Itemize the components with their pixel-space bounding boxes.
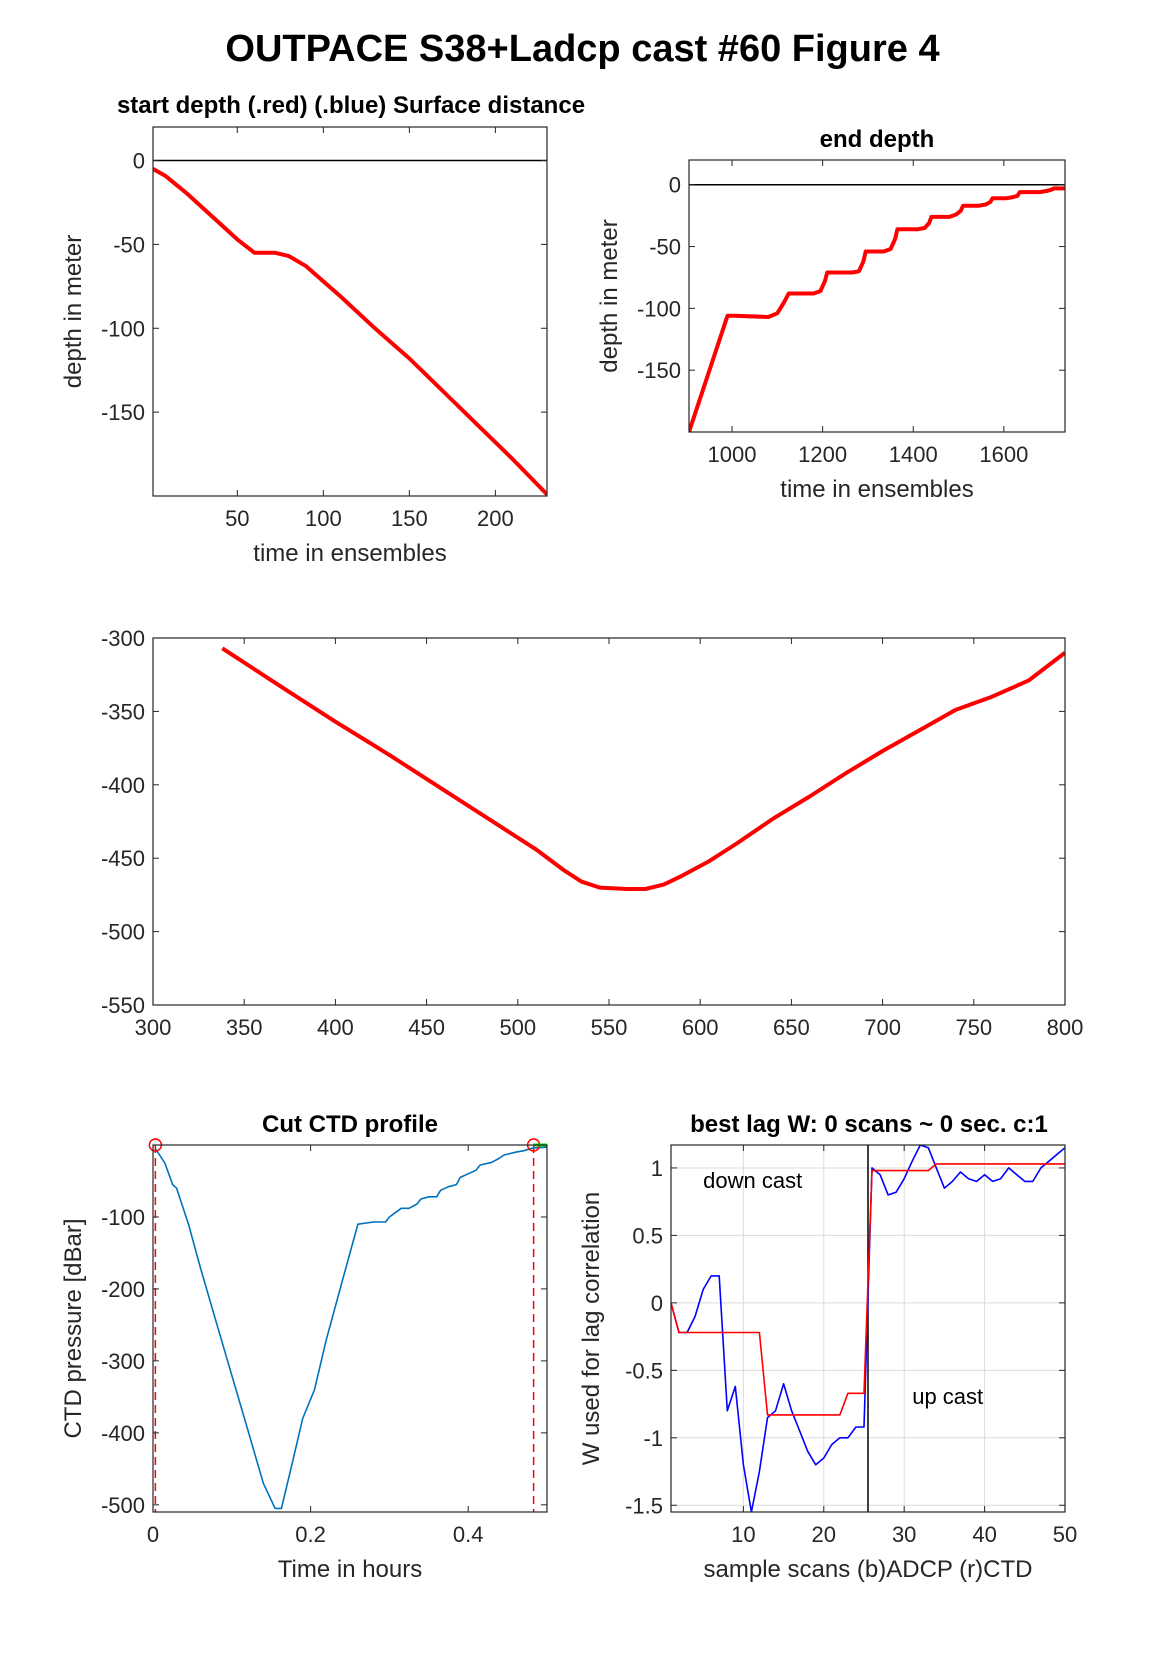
series-line-0 [154, 1146, 547, 1510]
x-tick-label: 1600 [979, 442, 1028, 467]
series-line-0 [153, 167, 547, 496]
chart-title: end depth [820, 126, 935, 153]
x-tick-label: 700 [864, 1015, 901, 1040]
x-tick-label: 650 [773, 1015, 810, 1040]
x-tick-label: 500 [499, 1015, 536, 1040]
chart-end: 1000 1200 1400 1600 0 -50 -100 -150 end depth tim… [596, 126, 1066, 503]
y-tick-label: -300 [101, 626, 145, 651]
axes-box [670, 1144, 1066, 1513]
y-tick-label: -350 [101, 699, 145, 724]
x-tick-label: 100 [305, 506, 342, 531]
chart-lag: 10 20 30 40 50 1 0.5 0 -0.5 -1 -1.5 best lag W: 0 s… [578, 1111, 1077, 1583]
y-axis-label: depth in meter [596, 219, 623, 372]
series-line-0 [689, 186, 1065, 432]
y-tick-label: -400 [101, 773, 145, 798]
x-tick-label: 800 [1047, 1015, 1084, 1040]
x-tick-label: 0.4 [453, 1522, 484, 1547]
y-axis-label: depth in meter [60, 235, 87, 388]
x-tick-label: 30 [892, 1522, 916, 1547]
y-tick-label: -0.5 [625, 1358, 663, 1383]
y-tick-label: -300 [101, 1349, 145, 1374]
y-tick-label: -50 [649, 235, 681, 260]
x-tick-label: 50 [1053, 1522, 1077, 1547]
x-tick-label: 1000 [708, 442, 757, 467]
x-tick-label: 300 [135, 1015, 172, 1040]
chart-title: start depth (.red) (.blue) Surface dista… [117, 92, 585, 119]
y-tick-label: -50 [113, 232, 145, 257]
y-tick-label: 0.5 [632, 1223, 663, 1248]
y-tick-label: -100 [101, 316, 145, 341]
chart-start: 50 100 150 200 0 -50 -100 -150 start depth (.red… [60, 92, 585, 567]
y-tick-label: 1 [651, 1156, 663, 1181]
figure-title: OUTPACE S38+Ladcp cast #60 Figure 4 [225, 28, 940, 70]
y-axis-label: CTD pressure [dBar] [60, 1218, 87, 1438]
x-axis-label: time in ensembles [780, 476, 973, 503]
y-tick-label: -400 [101, 1421, 145, 1446]
y-tick-label: -150 [637, 358, 681, 383]
x-tick-label: 600 [682, 1015, 719, 1040]
x-tick-label: 20 [812, 1522, 836, 1547]
y-axis-label: W used for lag correlation [578, 1192, 605, 1465]
x-tick-label: 0 [147, 1522, 159, 1547]
y-tick-label: -200 [101, 1277, 145, 1302]
y-tick-label: -450 [101, 846, 145, 871]
y-tick-label: -100 [637, 296, 681, 321]
x-tick-label: 40 [972, 1522, 996, 1547]
x-tick-label: 1200 [798, 442, 847, 467]
annotation-label: down cast [703, 1168, 802, 1193]
x-tick-label: 150 [391, 506, 428, 531]
x-tick-label: 350 [226, 1015, 263, 1040]
x-tick-label: 10 [731, 1522, 755, 1547]
x-tick-label: 450 [408, 1015, 445, 1040]
x-tick-label: 400 [317, 1015, 354, 1040]
x-tick-label: 50 [225, 506, 249, 531]
chart-title: Cut CTD profile [262, 1111, 438, 1138]
y-tick-label: -550 [101, 993, 145, 1018]
chart-title: best lag W: 0 scans ~ 0 sec. c:1 [690, 1111, 1048, 1138]
y-tick-label: 0 [669, 173, 681, 198]
x-tick-label: 0.2 [295, 1522, 326, 1547]
y-tick-label: -500 [101, 1493, 145, 1518]
axes-box [688, 159, 1066, 433]
x-axis-label: time in ensembles [253, 540, 446, 567]
x-tick-label: 750 [955, 1015, 992, 1040]
axes-box [152, 1144, 548, 1513]
x-tick-label: 200 [477, 506, 514, 531]
x-tick-label: 550 [591, 1015, 628, 1040]
y-tick-label: -1 [643, 1426, 663, 1451]
series-line-ctd [671, 1163, 1065, 1416]
chart-middle: 300 350 400 450 500 550 600 650 700 750 800 -300 -35… [101, 626, 1083, 1040]
x-axis-label: sample scans (b)ADCP (r)CTD [704, 1556, 1033, 1583]
chart-ctd: 0 0.2 0.4 -100 -200 -300 -400 -500 Cut CTD profi… [60, 1111, 548, 1583]
x-axis-label: Time in hours [278, 1556, 423, 1583]
y-tick-label: -150 [101, 400, 145, 425]
series-line-0 [221, 646, 1065, 891]
y-tick-label: -100 [101, 1205, 145, 1230]
axes-box [152, 126, 548, 497]
annotation-label: up cast [912, 1384, 983, 1409]
y-tick-label: 0 [133, 149, 145, 174]
x-tick-label: 1400 [889, 442, 938, 467]
y-tick-label: -500 [101, 920, 145, 945]
y-tick-label: -1.5 [625, 1493, 663, 1518]
y-tick-label: 0 [651, 1291, 663, 1316]
